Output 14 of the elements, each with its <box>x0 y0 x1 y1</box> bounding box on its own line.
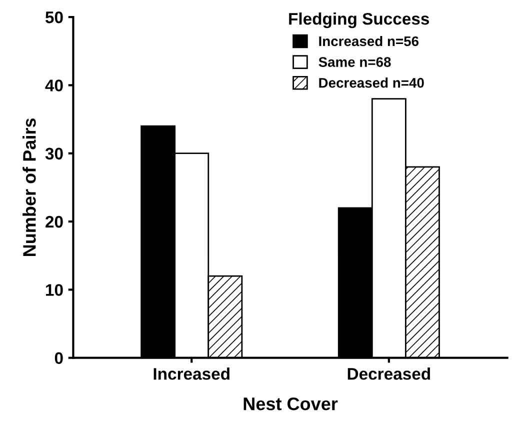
y-tick-label: 10 <box>46 284 63 296</box>
y-tick-label: 40 <box>45 80 63 92</box>
y-tick-label: 50 <box>45 11 63 24</box>
y-tick-label: 0 <box>54 352 63 364</box>
legend-title: Fledging Success <box>289 12 430 28</box>
y-tick-label: 30 <box>45 148 63 160</box>
y-tick-label: 20 <box>46 216 63 228</box>
legend-label: Same n=68 <box>318 57 391 67</box>
x-axis-title: Nest Cover <box>244 397 338 410</box>
legend-label: Increased n=56 <box>319 36 419 46</box>
x-tick-label: Decreased <box>348 368 430 380</box>
x-tick-label: Increased <box>154 368 230 380</box>
legend-label: Decreased n=40 <box>319 78 424 88</box>
y-axis-title: Number of Pairs <box>22 118 36 256</box>
